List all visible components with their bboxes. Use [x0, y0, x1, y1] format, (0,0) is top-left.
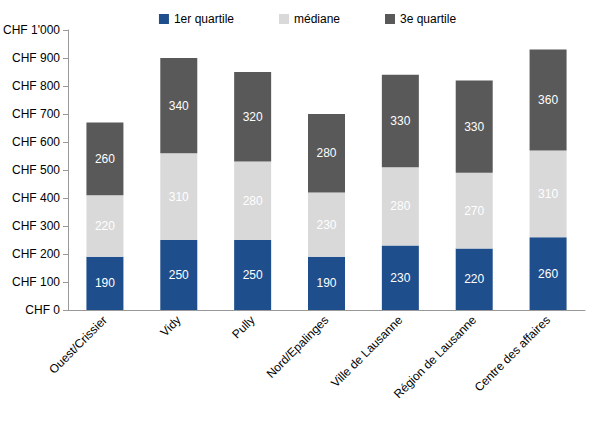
svg-text:Nord/Epalinges: Nord/Epalinges — [264, 313, 332, 381]
svg-text:médiane: médiane — [294, 12, 340, 26]
svg-text:340: 340 — [169, 99, 189, 113]
svg-text:Ville de Lausanne: Ville de Lausanne — [328, 313, 405, 390]
svg-text:CHF 200: CHF 200 — [12, 247, 60, 261]
svg-text:CHF 600: CHF 600 — [12, 135, 60, 149]
svg-text:CHF 1'000: CHF 1'000 — [3, 23, 60, 37]
svg-text:260: 260 — [95, 152, 115, 166]
svg-text:220: 220 — [95, 219, 115, 233]
svg-text:CHF 500: CHF 500 — [12, 163, 60, 177]
svg-text:Pully: Pully — [229, 313, 257, 341]
svg-text:Ouest/Crissier: Ouest/Crissier — [46, 313, 110, 377]
svg-text:310: 310 — [169, 190, 189, 204]
svg-text:190: 190 — [316, 276, 336, 290]
svg-text:CHF 900: CHF 900 — [12, 51, 60, 65]
svg-text:CHF 300: CHF 300 — [12, 219, 60, 233]
svg-text:330: 330 — [464, 120, 484, 134]
svg-text:280: 280 — [390, 199, 410, 213]
svg-text:260: 260 — [538, 267, 558, 281]
svg-text:CHF 800: CHF 800 — [12, 79, 60, 93]
svg-text:360: 360 — [538, 93, 558, 107]
svg-text:280: 280 — [316, 146, 336, 160]
svg-text:330: 330 — [390, 114, 410, 128]
svg-text:270: 270 — [464, 204, 484, 218]
svg-text:230: 230 — [390, 271, 410, 285]
svg-text:280: 280 — [243, 194, 263, 208]
svg-text:Région de Lausanne: Région de Lausanne — [391, 313, 479, 401]
svg-text:Vidy: Vidy — [157, 313, 183, 339]
svg-text:220: 220 — [464, 272, 484, 286]
svg-text:190: 190 — [95, 276, 115, 290]
svg-text:320: 320 — [243, 110, 263, 124]
svg-text:230: 230 — [316, 218, 336, 232]
svg-text:CHF 100: CHF 100 — [12, 275, 60, 289]
svg-text:250: 250 — [169, 268, 189, 282]
svg-text:CHF 700: CHF 700 — [12, 107, 60, 121]
svg-text:CHF 0: CHF 0 — [25, 303, 60, 317]
svg-text:1er quartile: 1er quartile — [174, 12, 234, 26]
svg-text:250: 250 — [243, 268, 263, 282]
svg-text:CHF 400: CHF 400 — [12, 191, 60, 205]
svg-text:3e quartile: 3e quartile — [400, 12, 456, 26]
svg-text:310: 310 — [538, 187, 558, 201]
svg-text:Centre des affaires: Centre des affaires — [472, 313, 553, 394]
